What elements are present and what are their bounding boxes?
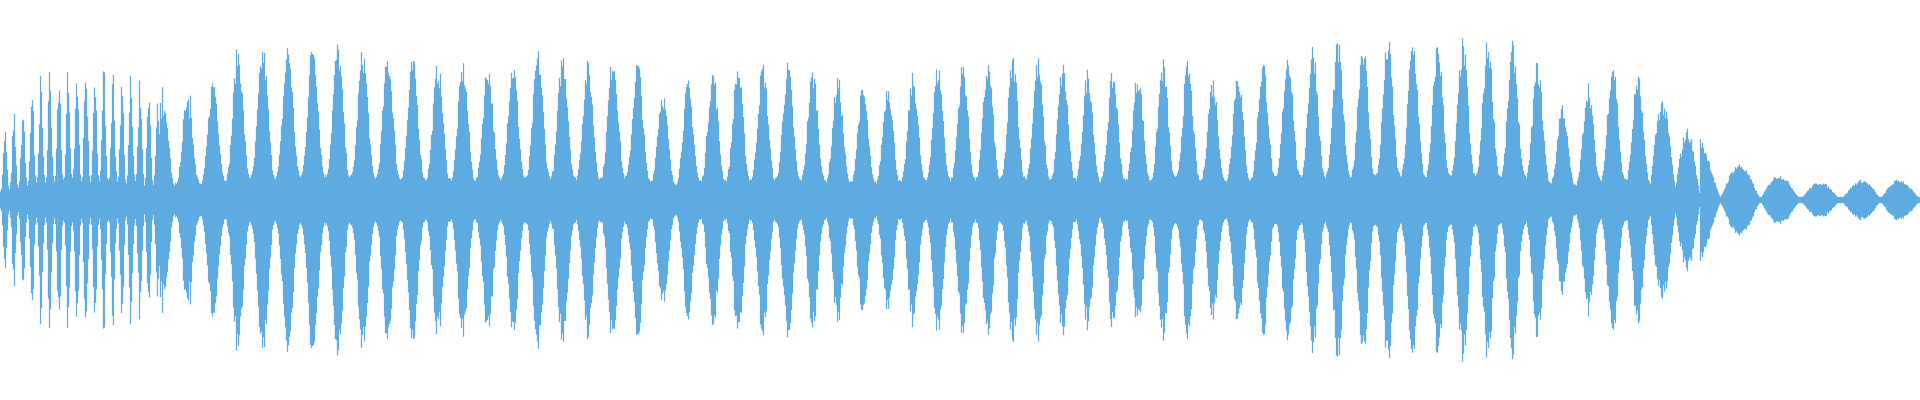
waveform-trace xyxy=(0,38,1920,362)
